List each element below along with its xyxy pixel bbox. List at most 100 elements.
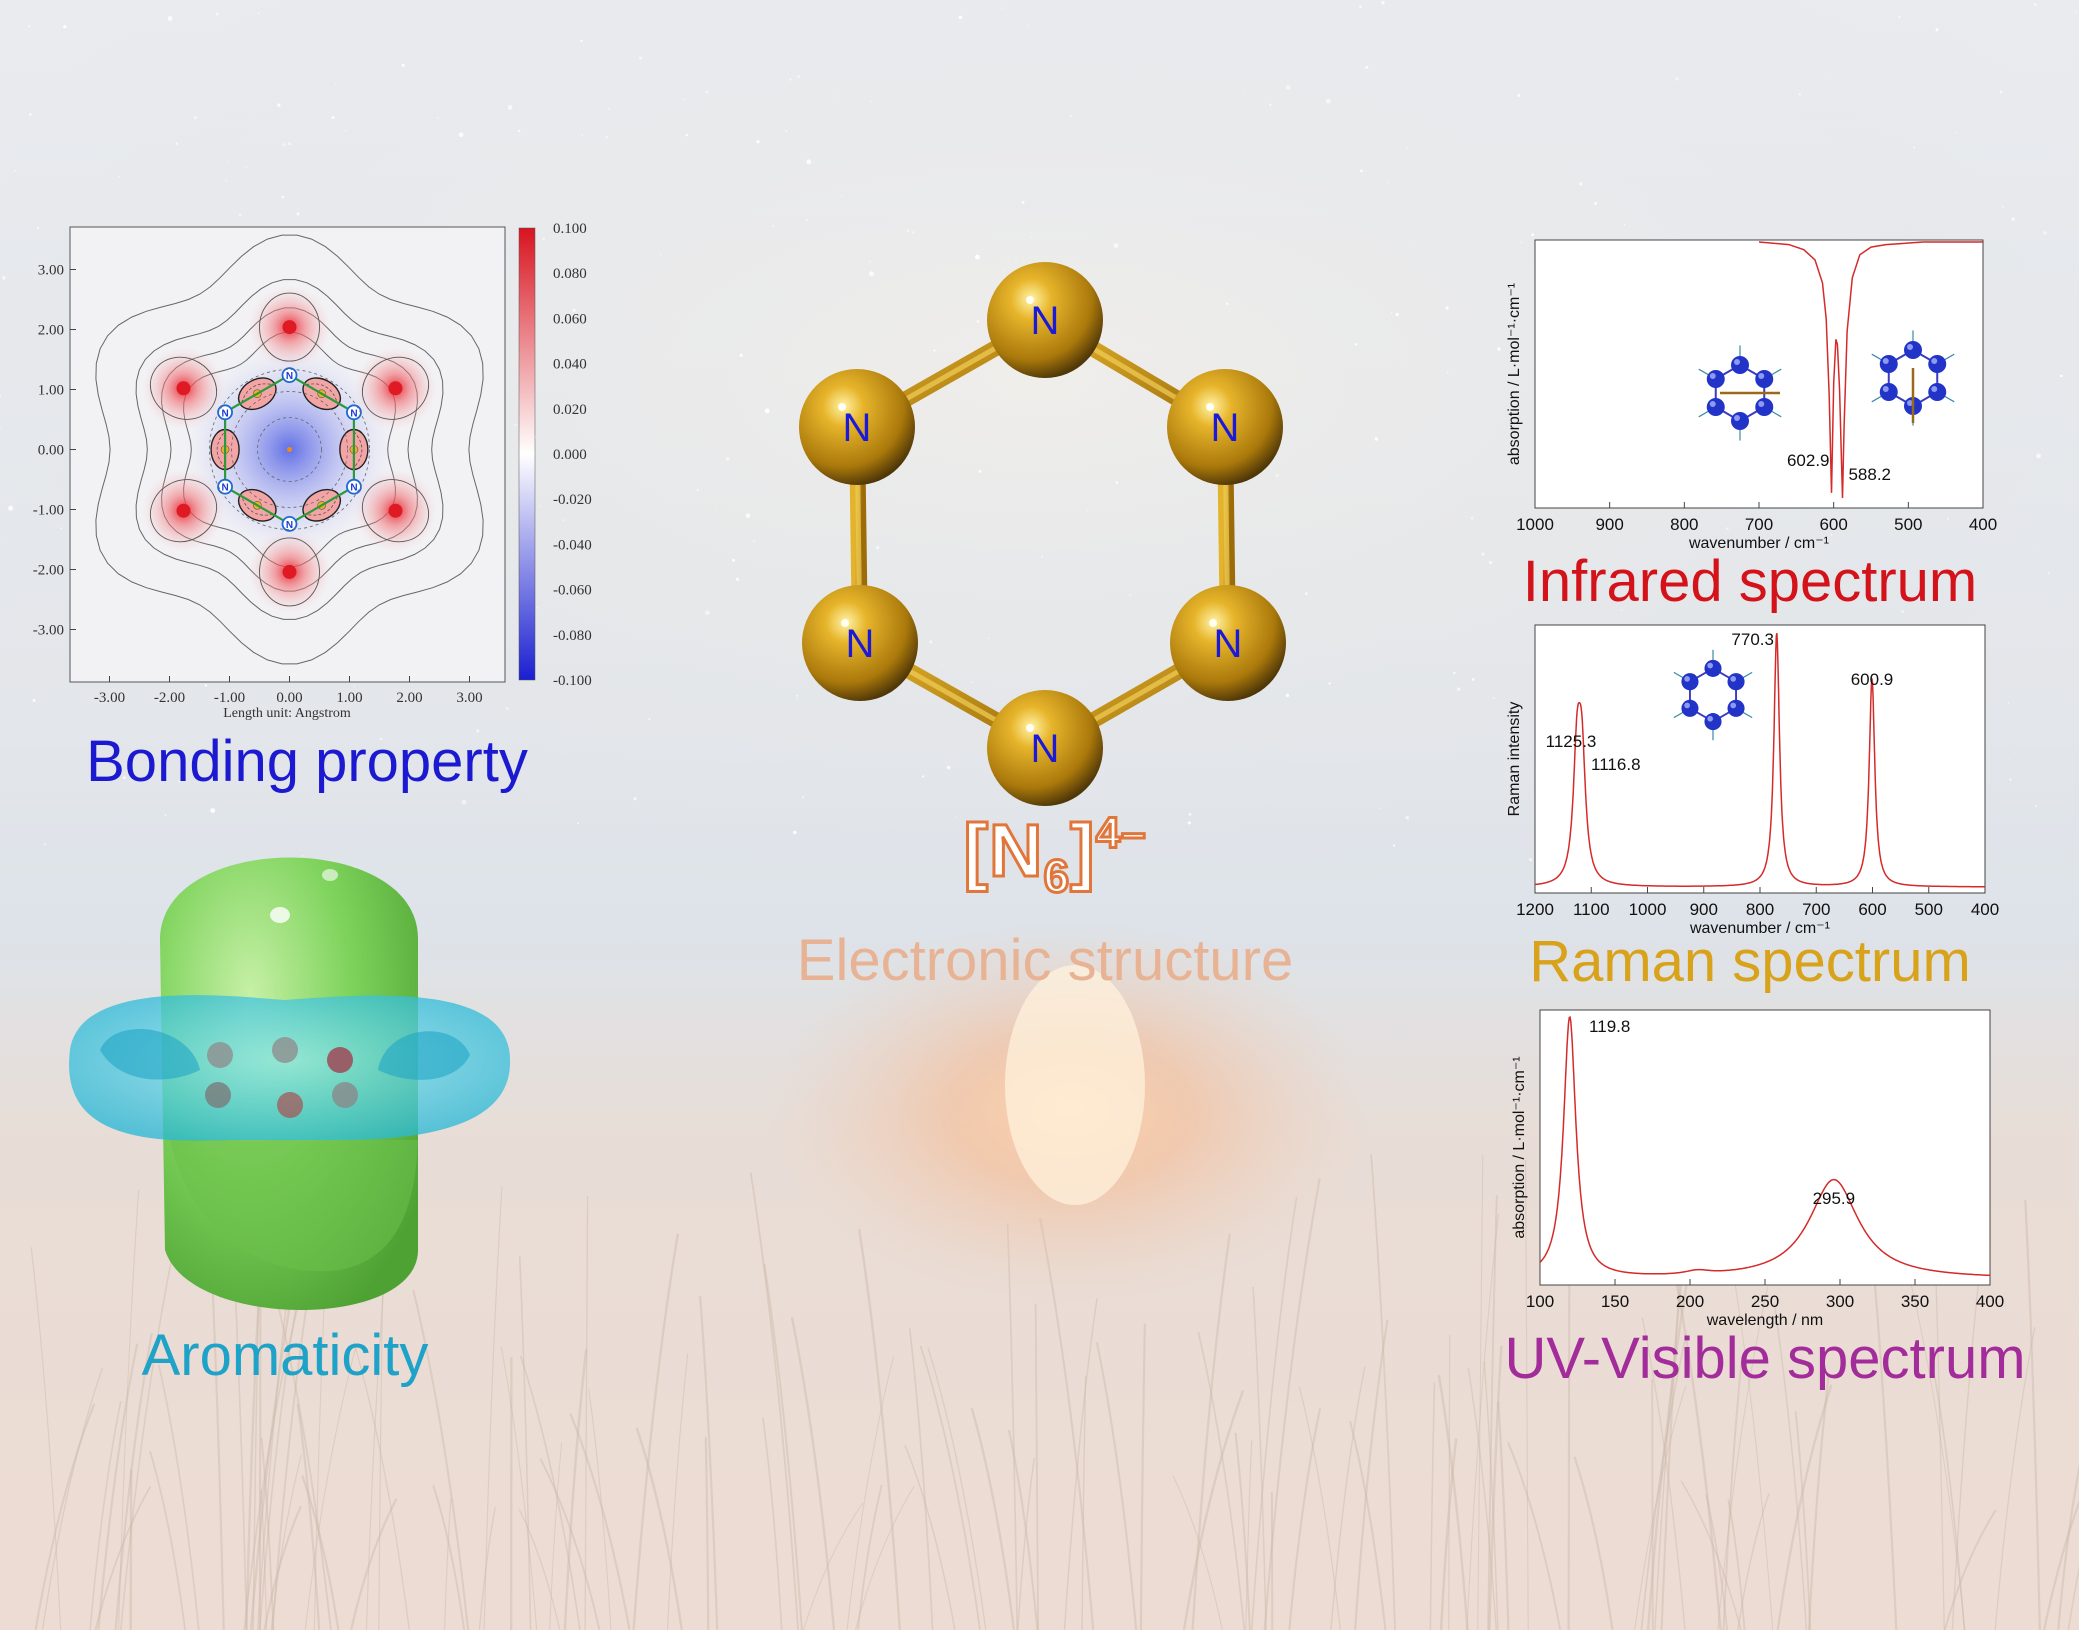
raman-caption: Raman spectrum	[1529, 929, 1971, 994]
colorbar-tick-label: 0.100	[553, 221, 587, 237]
ir-x-axis-label: wavenumber / cm⁻¹	[1688, 535, 1829, 552]
x-tick-label: 600	[1858, 900, 1886, 919]
raman-series-line	[1534, 633, 1985, 888]
x-tick-label: 350	[1901, 1292, 1929, 1311]
x-tick-label: 1200	[1516, 900, 1554, 919]
colorbar-tick-label: -0.100	[553, 673, 592, 689]
n6-atoms: N N N N N N	[799, 262, 1286, 806]
x-tick-label: 900	[1690, 900, 1718, 919]
raman-y-axis-label: Raman intensity	[1506, 702, 1523, 817]
bonding-map-contours: N N N N N N	[95, 234, 484, 665]
map-x-tick-label: -3.00	[94, 690, 125, 706]
map-x-tick-label: -2.00	[154, 690, 185, 706]
nitrogen-atom: N	[987, 262, 1103, 378]
ir-peak-labels: 602.9 588.2	[1787, 451, 1891, 484]
ir-vibration-insets	[1698, 330, 1955, 441]
formula-close-bracket: ]	[1069, 808, 1097, 894]
map-atom-label: N	[286, 371, 293, 382]
uv-y-axis-label: absorption / L·mol⁻¹·cm⁻¹	[1511, 1056, 1528, 1238]
x-tick-label: 800	[1746, 900, 1774, 919]
ir-series-line	[1758, 241, 1983, 499]
colorbar-tick-label: 0.020	[553, 402, 587, 418]
x-tick-label: 150	[1601, 1292, 1629, 1311]
map-y-tick-label: -1.00	[33, 503, 64, 519]
map-atom-label: N	[221, 408, 228, 419]
raman-x-ticks: 1200 1100 1000 900 800 700 600 500 400	[1516, 887, 1999, 919]
map-x-tick-label: 1.00	[336, 690, 362, 706]
formula-charge: 4–	[1094, 807, 1147, 859]
x-tick-label: 100	[1526, 1292, 1554, 1311]
atom-label: N	[846, 622, 875, 666]
x-tick-label: 500	[1915, 900, 1943, 919]
raman-plot-area	[1534, 624, 1986, 894]
map-x-tick-label: 2.00	[396, 690, 422, 706]
colorbar-tick-label: -0.020	[553, 492, 592, 508]
map-x-tick-label: 0.00	[276, 690, 302, 706]
ir-peak-label: 588.2	[1848, 465, 1891, 484]
ir-x-ticks: 1000 900 800 700 600 500 400	[1516, 502, 1997, 534]
atom-label: N	[1214, 622, 1243, 666]
raman-vibration-inset	[1673, 649, 1753, 741]
x-tick-label: 400	[1976, 1292, 2004, 1311]
cyan-isosurface-ring	[69, 995, 511, 1141]
n6-formula: [N6]4–	[930, 807, 1180, 903]
raman-peak-label: 1125.3	[1546, 732, 1597, 751]
aromaticity-caption: Aromaticity	[141, 1323, 429, 1388]
colorbar-labels: 0.100 0.080 0.060 0.040 0.020 0.000 -0.020 -0.0…	[553, 221, 592, 689]
raman-spectrum-chart: 1200 1100 1000 900 800 700 600 500 400 1125.3 111…	[1506, 624, 1999, 937]
map-x-tick-label: -1.00	[214, 690, 245, 706]
raman-x-axis-label: wavenumber / cm⁻¹	[1689, 920, 1830, 937]
uv-visible-caption: UV-Visible spectrum	[1504, 1326, 2026, 1391]
bonding-property-caption: Bonding property	[86, 729, 528, 794]
bonding-map-panel: N N N N N N 0.100 0.080 0.060 0.040 0.020 0.000 -0.…	[33, 221, 592, 721]
formula-open-bracket: [	[962, 808, 990, 894]
aromaticity-isosurface	[69, 857, 511, 1310]
colorbar-tick-label: 0.060	[553, 311, 587, 327]
map-atom-label: N	[350, 408, 357, 419]
x-tick-label: 300	[1826, 1292, 1854, 1311]
nitrogen-atom: N	[1170, 585, 1286, 701]
map-y-tick-label: -2.00	[33, 563, 64, 579]
colorbar-tick-label: -0.080	[553, 628, 592, 644]
atom-label: N	[1211, 406, 1240, 450]
infrared-spectrum-chart: 1000 900 800 700 600 500 400 602.9 588.2 wavenu…	[1506, 239, 1997, 552]
colorbar	[518, 227, 536, 681]
map-y-tick-label: 1.00	[38, 383, 64, 399]
x-tick-label: 200	[1676, 1292, 1704, 1311]
map-atom-label: N	[221, 483, 228, 494]
colorbar-tick-label: 0.040	[553, 357, 587, 373]
raman-peak-label: 770.3	[1731, 630, 1774, 649]
formula-subscript: 6	[1042, 848, 1071, 903]
uv-series-line	[1539, 1015, 1991, 1277]
uv-x-axis-label: wavelength / nm	[1706, 1312, 1824, 1329]
x-tick-label: 400	[1969, 515, 1997, 534]
x-tick-label: 1100	[1573, 900, 1610, 919]
nitrogen-atom: N	[1167, 369, 1283, 485]
infrared-caption: Infrared spectrum	[1522, 549, 1978, 614]
map-atom-label: N	[350, 483, 357, 494]
nitrogen-atom: N	[799, 369, 915, 485]
uv-peak-label: 295.9	[1813, 1189, 1856, 1208]
ir-peak-label: 602.9	[1787, 451, 1830, 470]
n6-ring-structure: N N N N N N	[799, 262, 1286, 806]
raman-peak-label: 1116.8	[1591, 755, 1640, 774]
x-tick-label: 800	[1670, 515, 1698, 534]
x-tick-label: 700	[1802, 900, 1830, 919]
map-x-tick-label: 3.00	[456, 690, 482, 706]
atom-label: N	[843, 406, 872, 450]
bonding-map-x-ticks: -3.00 -2.00 -1.00 0.00 1.00 2.00 3.00	[94, 676, 483, 706]
x-tick-label: 600	[1819, 515, 1847, 534]
atom-label: N	[1031, 727, 1060, 771]
x-tick-label: 1000	[1629, 900, 1667, 919]
x-tick-label: 500	[1894, 515, 1922, 534]
formula-element: N	[987, 808, 1044, 894]
colorbar-tick-label: 0.000	[553, 447, 587, 463]
map-y-tick-label: 3.00	[38, 263, 64, 279]
uv-peak-label: 119.8	[1589, 1017, 1630, 1036]
campfire-flame	[1005, 965, 1145, 1205]
raman-peak-labels: 1125.3 1116.8 770.3 600.9	[1546, 630, 1894, 774]
x-tick-label: 250	[1751, 1292, 1779, 1311]
raman-peak-label: 600.9	[1851, 670, 1894, 689]
ir-y-axis-label: absorption / L·mol⁻¹·cm⁻¹	[1506, 283, 1523, 465]
